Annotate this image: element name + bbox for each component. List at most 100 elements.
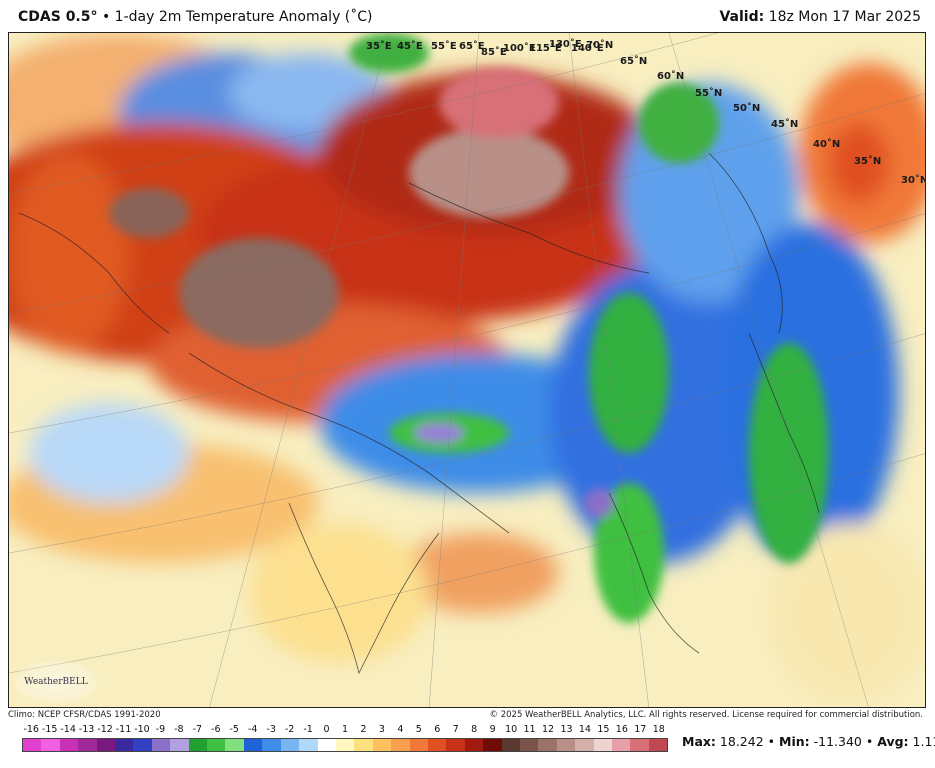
colorbar-tick-label: 6 <box>434 724 441 735</box>
colorbar-swatch <box>409 739 428 751</box>
weatherbell-logo: WeatherBELL <box>15 661 97 703</box>
colorbar-tick-label: 1 <box>341 724 349 735</box>
graticule-label: 45˚N <box>771 119 799 130</box>
colorbar-ticks: -16 -15 -14 -13 -12 -11 -10 -9 -8 -7 -6 -5 -4 -3 -2 -1 0… <box>22 724 668 738</box>
graticule-label: 35˚N <box>854 156 882 167</box>
colorbar-tick-label: 9 <box>489 724 496 735</box>
graticule-label: 65˚N <box>620 56 648 67</box>
colorbar-swatch <box>262 739 281 751</box>
model-name: CDAS 0.5° <box>18 9 98 25</box>
anomaly-map: 35˚E 45˚E 55˚E 65˚E 85˚E 100˚E 115˚E 130… <box>8 32 926 708</box>
colorbar-swatch <box>78 739 97 751</box>
graticule-label: 40˚N <box>813 139 841 150</box>
colorbar-tick-label: -13 <box>78 724 95 735</box>
colorbar-swatch <box>59 739 79 751</box>
colorbar-swatch <box>483 739 502 751</box>
colorbar-swatch <box>170 739 189 751</box>
colorbar-tick-label: 13 <box>560 724 573 735</box>
colorbar-tick-label: 12 <box>541 724 555 735</box>
colorbar-swatch <box>446 739 465 751</box>
graticule-label: 85˚E <box>481 47 507 58</box>
valid-time: Valid: 18z Mon 17 Mar 2025 <box>719 9 921 25</box>
colorbar-tick-label: -10 <box>134 724 150 735</box>
colorbar-swatch <box>151 739 171 751</box>
anomaly-field <box>9 33 925 707</box>
graticule-label: 100˚E <box>503 43 536 54</box>
graticule <box>9 33 925 707</box>
max-label: Max: <box>682 734 716 749</box>
graticule-label: 130˚E <box>549 39 582 50</box>
colorbar-tick-label: 4 <box>397 724 404 735</box>
colorbar <box>22 738 668 752</box>
colorbar-swatch <box>225 739 244 751</box>
colorbar-swatch <box>464 739 484 751</box>
colorbar-swatch <box>427 739 447 751</box>
graticule-label: 70˚N <box>586 40 614 51</box>
colorbar-tick-label: -4 <box>247 724 258 735</box>
colorbar-tick-label: 2 <box>360 724 367 735</box>
colorbar-tick-label: -16 <box>23 724 39 735</box>
colorbar-swatch <box>593 739 612 751</box>
colorbar-tick-label: -5 <box>229 724 239 735</box>
stats-separator: • <box>865 734 878 749</box>
colorbar-swatch <box>335 739 355 751</box>
coastlines <box>18 152 820 675</box>
colorbar-tick-label: 7 <box>452 724 459 735</box>
graticule-label: 35˚E <box>366 41 392 52</box>
colorbar-swatch <box>519 739 539 751</box>
colorbar-swatch <box>575 739 594 751</box>
colorbar-tick-label: -11 <box>115 724 132 735</box>
colorbar-tick-label: -2 <box>284 724 295 735</box>
colorbar-swatch <box>299 739 318 751</box>
colorbar-swatch <box>391 739 410 751</box>
colorbar-tick-label: 10 <box>505 724 518 735</box>
colorbar-tick-label: -3 <box>266 724 276 735</box>
colorbar-swatch <box>115 739 134 751</box>
min-label: Min: <box>779 734 810 749</box>
graticule-label: 65˚E <box>459 41 485 52</box>
colorbar-swatch <box>317 739 336 751</box>
stats-separator: • <box>767 734 780 749</box>
valid-label: Valid: <box>719 9 765 25</box>
product-name: • 1-day 2m Temperature Anomaly (˚C) <box>101 9 373 25</box>
colorbar-swatch <box>372 739 392 751</box>
chart-title: CDAS 0.5° • 1-day 2m Temperature Anomaly… <box>18 9 373 25</box>
min-value: -11.340 <box>813 734 862 749</box>
valid-value: 18z Mon 17 Mar 2025 <box>768 9 921 25</box>
graticule-label: 115˚E <box>529 43 562 54</box>
climo-note: Climo: NCEP CFSR/CDAS 1991-2020 <box>8 710 161 720</box>
colorbar-tick-label: 14 <box>578 724 591 735</box>
colorbar-swatch <box>188 739 208 751</box>
avg-label: Avg: <box>877 734 909 749</box>
colorbar-swatch <box>41 739 60 751</box>
colorbar-swatch <box>23 739 42 751</box>
colorbar-swatch <box>280 739 300 751</box>
colorbar-swatch <box>556 739 576 751</box>
colorbar-swatch <box>354 739 373 751</box>
colorbar-tick-label: 11 <box>523 724 536 735</box>
avg-value: 1.112 <box>912 734 935 749</box>
colorbar-tick-label: -7 <box>192 724 203 735</box>
copyright-note: © 2025 WeatherBELL Analytics, LLC. All r… <box>489 710 923 720</box>
colorbar-tick-label: 3 <box>378 724 385 735</box>
colorbar-swatch <box>538 739 557 751</box>
colorbar-tick-label: -6 <box>211 724 221 735</box>
colorbar-tick-label: -14 <box>60 724 76 735</box>
graticule-label: 60˚N <box>657 71 685 82</box>
colorbar-swatch <box>207 739 226 751</box>
graticule-label: 30˚N <box>901 175 926 186</box>
colorbar-tick-label: -12 <box>97 724 113 735</box>
colorbar-swatch <box>612 739 631 751</box>
colorbar-swatch <box>648 739 668 751</box>
colorbar-tick-label: -1 <box>303 724 313 735</box>
colorbar-tick-label: -15 <box>41 724 58 735</box>
colorbar-swatch <box>133 739 152 751</box>
colorbar-tick-label: 8 <box>471 724 478 735</box>
colorbar-tick-label: 18 <box>652 724 665 735</box>
colorbar-tick-label: 17 <box>634 724 647 735</box>
colorbar-swatch <box>243 739 263 751</box>
colorbar-tick-label: 5 <box>415 724 422 735</box>
colorbar-swatch <box>96 739 116 751</box>
max-value: 18.242 <box>719 734 764 749</box>
colorbar-tick-label: 15 <box>597 724 610 735</box>
